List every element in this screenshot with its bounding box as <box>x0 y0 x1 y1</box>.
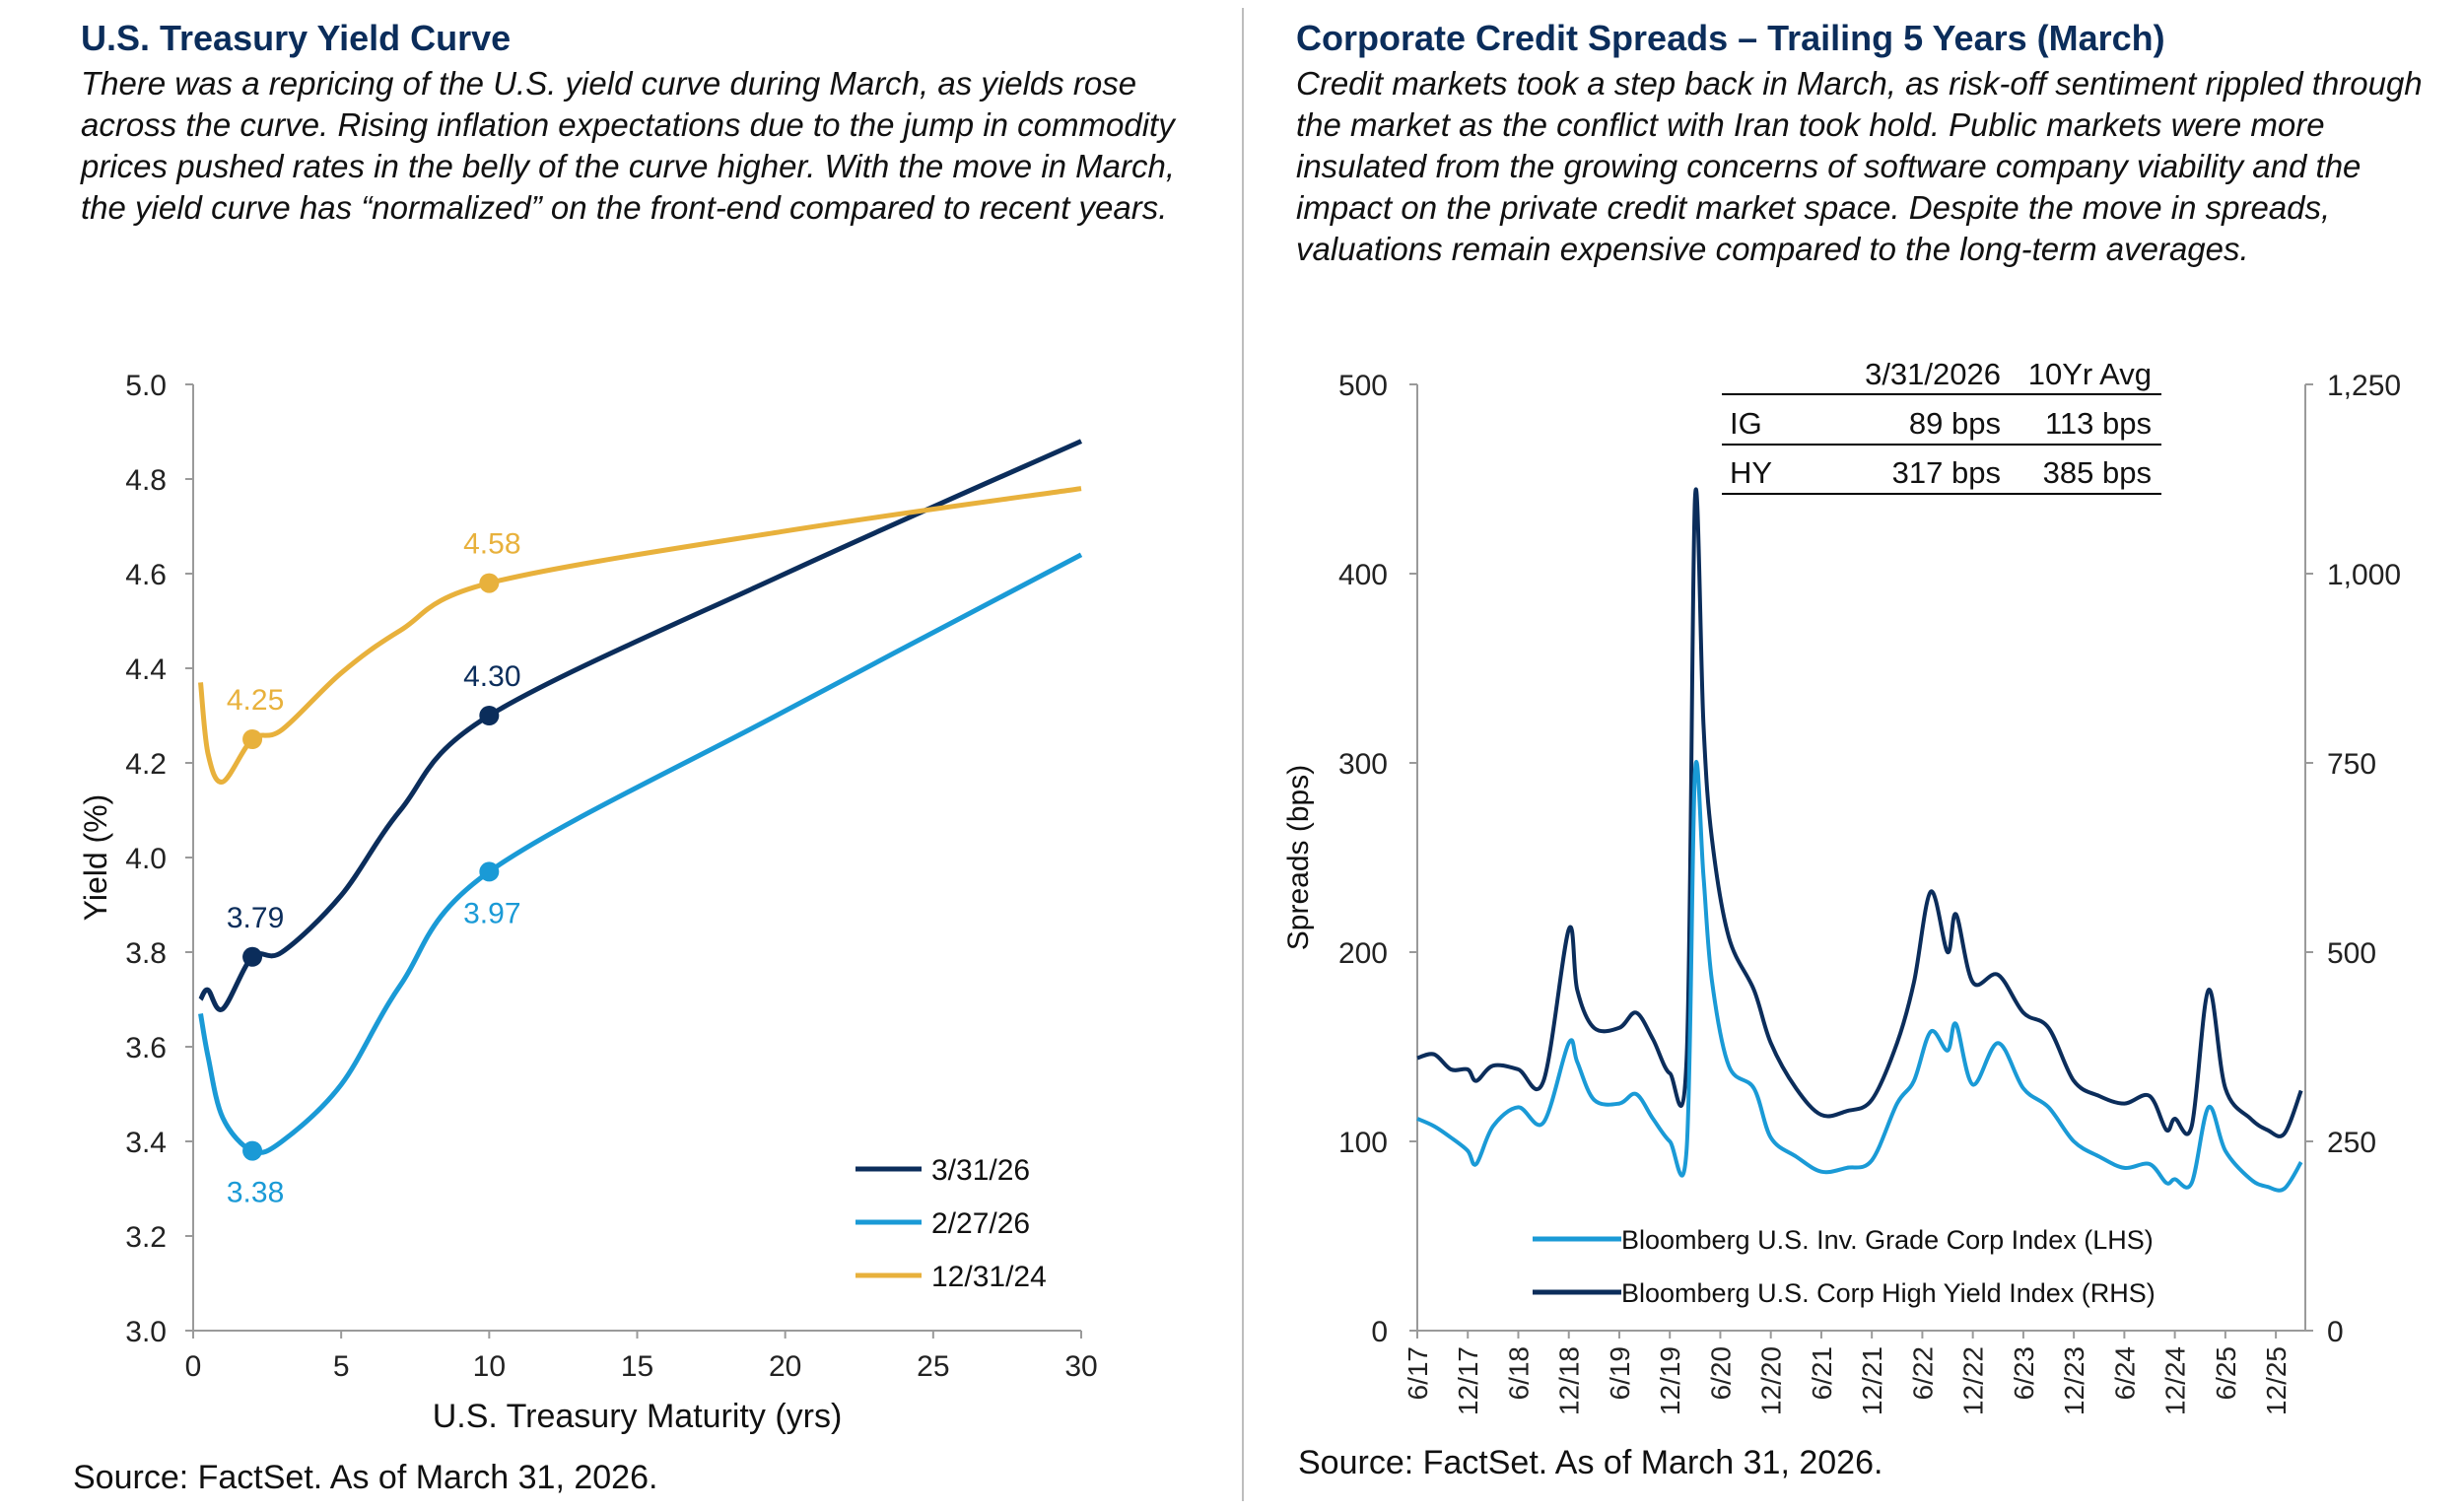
x-tick-label: 12/17 <box>1453 1346 1483 1415</box>
right-y-tick-label: 750 <box>2327 748 2376 781</box>
x-tick-label: 12/19 <box>1655 1346 1685 1415</box>
treasury-yield-chart: 3.0 3.2 3.4 3.6 3.8 4.0 4.2 4.4 4.6 4.8 5.0 0 5 10 15 2… <box>78 370 1098 1435</box>
series-line-2-27-26 <box>198 552 1083 1155</box>
x-tick-label: 0 <box>185 1350 202 1383</box>
data-point-marker <box>479 706 500 725</box>
x-tick-label: 6/22 <box>1907 1346 1938 1401</box>
data-point-marker <box>242 1140 263 1161</box>
y-tick-label: 4.6 <box>125 559 167 591</box>
left-y-tick-label: 300 <box>1338 748 1388 781</box>
x-tick-label: 12/21 <box>1857 1346 1887 1415</box>
right-y-tick-label: 500 <box>2327 937 2376 970</box>
x-tick-label: 12/18 <box>1554 1346 1585 1415</box>
table-header: 10Yr Avg <box>2028 357 2152 391</box>
right-y-tick-label: 250 <box>2327 1127 2376 1159</box>
credit-spread-chart: 0 100 200 300 400 500 0 250 500 750 1,000 1,250 6/17… <box>1282 357 2401 1415</box>
series-line-3-31-26 <box>198 439 1083 1012</box>
x-tick-label: 6/17 <box>1403 1346 1433 1401</box>
legend-label: 12/31/24 <box>931 1261 1047 1293</box>
left-y-tick-label: 200 <box>1338 937 1388 970</box>
legend-label: Bloomberg U.S. Corp High Yield Index (RH… <box>1621 1278 2156 1308</box>
x-tick-label: 6/19 <box>1605 1346 1635 1401</box>
x-tick-label: 12/20 <box>1756 1346 1787 1415</box>
data-point-marker <box>242 729 263 749</box>
treasury-title: U.S. Treasury Yield Curve <box>81 18 512 58</box>
panel-divider <box>1242 8 1244 1501</box>
x-tick-label: 6/20 <box>1705 1346 1736 1401</box>
data-point-marker <box>479 573 500 593</box>
credit-source: Source: FactSet. As of March 31, 2026. <box>1298 1444 1883 1481</box>
x-tick-label: 6/25 <box>2211 1346 2241 1401</box>
table-row-label: HY <box>1730 455 1772 490</box>
data-point-label: 3.97 <box>463 897 520 929</box>
x-tick-label: 12/24 <box>2160 1346 2191 1415</box>
y-tick-label: 3.4 <box>125 1127 167 1159</box>
credit-title: Corporate Credit Spreads – Trailing 5 Ye… <box>1296 18 2165 58</box>
y-tick-label: 4.2 <box>125 748 167 781</box>
data-point-label: 3.79 <box>227 902 284 934</box>
y-tick-label: 4.4 <box>125 653 167 686</box>
series-line-12-31-24 <box>198 486 1082 785</box>
x-tick-label: 12/25 <box>2261 1346 2292 1415</box>
x-tick-label: 6/18 <box>1503 1346 1534 1401</box>
y-axis-title: Spreads (bps) <box>1282 765 1315 950</box>
data-point-marker <box>479 861 500 882</box>
data-point-marker <box>242 946 263 967</box>
data-point-label: 4.58 <box>463 528 520 561</box>
x-tick-label: 5 <box>333 1350 350 1383</box>
credit-description: Credit markets took a step back in March… <box>1296 65 2423 267</box>
x-tick-label: 12/22 <box>1958 1346 1989 1415</box>
y-axis-title: Yield (%) <box>78 794 113 922</box>
legend-label: Bloomberg U.S. Inv. Grade Corp Index (LH… <box>1621 1225 2154 1255</box>
left-y-tick-label: 400 <box>1338 559 1388 591</box>
data-point-label: 3.38 <box>227 1177 284 1209</box>
y-tick-label: 4.8 <box>125 464 167 497</box>
credit-panel: Corporate Credit Spreads – Trailing 5 Ye… <box>1247 0 2464 1511</box>
y-tick-label: 3.6 <box>125 1032 167 1065</box>
table-cell: 89 bps <box>1909 406 2001 441</box>
x-tick-label: 6/24 <box>2109 1346 2140 1401</box>
data-point-label: 4.25 <box>227 684 284 717</box>
treasury-panel: U.S. Treasury Yield Curve There was a re… <box>73 18 1176 1496</box>
hy-spread-line <box>1416 487 2303 1138</box>
x-tick-label: 10 <box>473 1350 506 1383</box>
y-tick-label: 3.0 <box>125 1316 167 1348</box>
table-header: 3/31/2026 <box>1865 357 2001 391</box>
y-tick-label: 5.0 <box>125 370 167 402</box>
right-y-tick-label: 1,000 <box>2327 559 2401 591</box>
table-cell: 113 bps <box>2045 406 2152 441</box>
x-tick-label: 6/21 <box>1807 1346 1837 1401</box>
left-y-tick-label: 0 <box>1371 1316 1388 1348</box>
table-row-label: IG <box>1730 406 1762 441</box>
data-point-label: 4.30 <box>463 660 520 693</box>
ig-spread-line <box>1416 760 2303 1193</box>
legend-label: 3/31/26 <box>931 1154 1030 1187</box>
x-axis-title: U.S. Treasury Maturity (yrs) <box>433 1398 843 1435</box>
left-y-tick-label: 100 <box>1338 1127 1388 1159</box>
treasury-source: Source: FactSet. As of March 31, 2026. <box>73 1459 658 1496</box>
treasury-description: There was a repricing of the U.S. yield … <box>81 65 1176 226</box>
right-y-tick-label: 0 <box>2327 1316 2344 1348</box>
x-tick-label: 25 <box>917 1350 949 1383</box>
x-tick-label: 20 <box>769 1350 801 1383</box>
y-tick-label: 4.0 <box>125 843 167 875</box>
y-tick-label: 3.8 <box>125 937 167 970</box>
x-tick-label: 12/23 <box>2059 1346 2089 1415</box>
y-tick-label: 3.2 <box>125 1221 167 1254</box>
table-cell: 317 bps <box>1892 455 2001 490</box>
left-y-tick-label: 500 <box>1338 370 1388 402</box>
x-tick-label: 15 <box>621 1350 653 1383</box>
x-tick-label: 30 <box>1064 1350 1097 1383</box>
legend-label: 2/27/26 <box>931 1207 1030 1240</box>
right-y-tick-label: 1,250 <box>2327 370 2401 402</box>
x-tick-label: 6/23 <box>2009 1346 2039 1401</box>
table-cell: 385 bps <box>2043 455 2152 490</box>
